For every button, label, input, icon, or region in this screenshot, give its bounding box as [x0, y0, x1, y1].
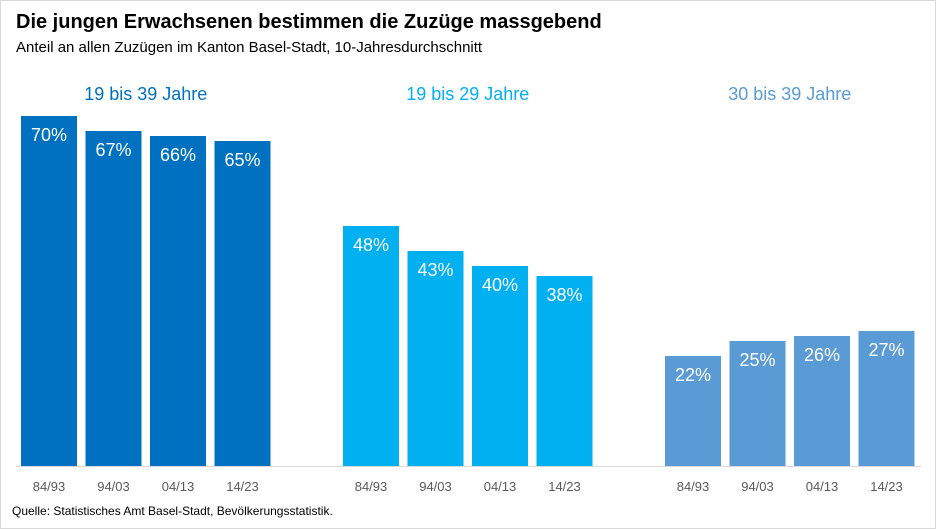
data-label: 22% — [675, 365, 711, 385]
bar — [407, 251, 464, 466]
x-tick-label: 04/13 — [162, 479, 195, 494]
data-label: 27% — [868, 340, 904, 360]
data-label: 26% — [804, 345, 840, 365]
chart-title: Die jungen Erwachsenen bestimmen die Zuz… — [16, 11, 602, 33]
data-label: 65% — [224, 150, 260, 170]
data-label: 43% — [417, 260, 453, 280]
x-tick-label: 14/23 — [548, 479, 581, 494]
bar — [858, 331, 915, 466]
bar — [85, 131, 142, 466]
data-label: 48% — [353, 235, 389, 255]
bar — [665, 356, 721, 466]
data-label: 38% — [546, 285, 582, 305]
data-label: 25% — [739, 350, 775, 370]
bar — [794, 336, 850, 466]
x-tick-label: 14/23 — [226, 479, 259, 494]
x-tick-label: 84/93 — [355, 479, 388, 494]
source-note: Quelle: Statistisches Amt Basel-Stadt, B… — [12, 504, 333, 518]
x-tick-label: 84/93 — [33, 479, 66, 494]
group-label: 30 bis 39 Jahre — [728, 84, 851, 104]
x-tick-label: 94/03 — [97, 479, 130, 494]
bar — [729, 341, 786, 466]
x-tick-label: 04/13 — [806, 479, 839, 494]
plot-area: 19 bis 39 Jahre 70% 84/93 67% 94/03 66% 04/13 6… — [16, 84, 921, 494]
group-label: 19 bis 29 Jahre — [406, 84, 529, 104]
data-label: 70% — [31, 125, 67, 145]
x-tick-label: 14/23 — [870, 479, 903, 494]
x-tick-label: 84/93 — [677, 479, 710, 494]
x-tick-label: 94/03 — [419, 479, 452, 494]
bar — [472, 266, 528, 466]
chart-subtitle: Anteil an allen Zuzügen im Kanton Basel-… — [16, 39, 483, 56]
bar — [21, 116, 77, 466]
bar — [343, 226, 399, 466]
bar — [214, 141, 271, 466]
data-label: 67% — [95, 140, 131, 160]
data-label: 66% — [160, 145, 196, 165]
group-label: 19 bis 39 Jahre — [84, 84, 207, 104]
bar — [536, 276, 593, 466]
bar — [150, 136, 206, 466]
x-tick-label: 04/13 — [484, 479, 517, 494]
x-tick-label: 94/03 — [741, 479, 774, 494]
data-label: 40% — [482, 275, 518, 295]
